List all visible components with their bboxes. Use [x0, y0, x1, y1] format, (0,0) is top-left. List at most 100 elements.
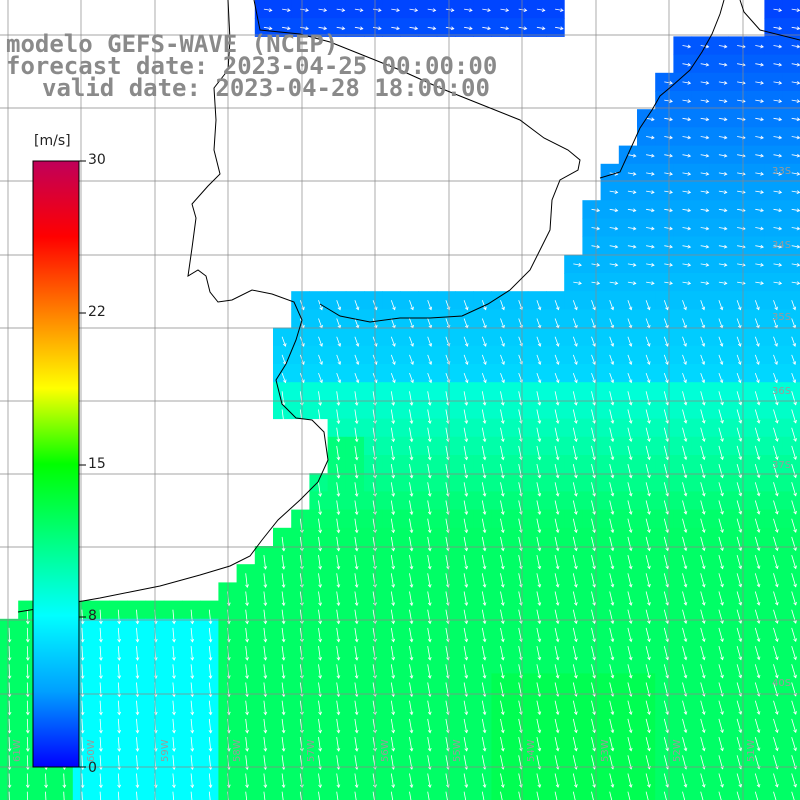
wind-arrowhead: [720, 529, 724, 533]
wind-arrow: [700, 700, 705, 715]
wind-arrow: [754, 372, 760, 383]
wind-arrow: [336, 318, 341, 329]
wind-arrow: [481, 372, 487, 383]
wind-arrowhead: [756, 343, 760, 347]
wind-arrowhead: [392, 343, 396, 347]
wind-arrow: [754, 700, 760, 715]
wind-arrowhead: [500, 584, 505, 588]
wind-arrow: [591, 227, 600, 230]
wind-arrowhead: [355, 379, 360, 384]
wind-arrow: [646, 245, 655, 248]
wind-arrow: [427, 627, 431, 642]
wind-arrowhead: [482, 693, 487, 698]
wind-arrow: [8, 682, 11, 697]
sea-cell: [273, 782, 292, 800]
wind-arrowhead: [592, 492, 596, 497]
wind-arrow: [682, 354, 687, 365]
wind-arrowhead: [318, 566, 322, 570]
wind-arrowhead: [665, 456, 670, 461]
wind-arrow: [427, 300, 432, 310]
wind-arrowhead: [25, 711, 30, 716]
wind-arrowhead: [555, 402, 560, 406]
wind-arrowhead: [756, 620, 761, 624]
wind-arrow: [718, 45, 727, 48]
wind-arrowhead: [647, 729, 651, 734]
wind-arrow: [463, 700, 468, 715]
wind-arrow: [754, 664, 760, 678]
wind-arrowhead: [701, 784, 706, 788]
wind-arrow: [627, 445, 632, 460]
wind-arrowhead: [592, 511, 596, 515]
sea-cell: [782, 728, 800, 747]
wind-arrow: [645, 409, 650, 424]
wind-arrow: [445, 773, 449, 788]
wind-arrow: [737, 208, 746, 212]
wind-arrow: [536, 427, 541, 442]
wind-arrowhead: [487, 8, 491, 12]
wind-arrow: [81, 737, 84, 752]
wind-arrow: [573, 281, 582, 284]
wind-arrowhead: [683, 729, 688, 734]
wind-arrow: [354, 737, 358, 752]
wind-arrow: [736, 536, 742, 551]
wind-arrow: [481, 773, 486, 788]
wind-arrowhead: [701, 747, 706, 752]
wind-arrowhead: [738, 638, 743, 643]
wind-arrow: [682, 391, 687, 405]
wind-arrowhead: [646, 379, 651, 384]
wind-arrowhead: [25, 766, 30, 771]
wind-arrow: [718, 463, 724, 478]
wind-arrow: [500, 536, 504, 551]
wind-arrow: [700, 99, 709, 102]
wind-arrowhead: [683, 401, 688, 406]
wind-arrowhead: [592, 343, 596, 347]
wind-arrow: [409, 664, 413, 679]
wind-arrowhead: [427, 784, 432, 789]
wind-arrowhead: [628, 361, 633, 366]
wind-arrowhead: [647, 747, 651, 752]
wind-arrow: [572, 318, 578, 329]
forecast-date: forecast date: 2023-04-25 00:00:00: [6, 52, 498, 80]
wind-arrow: [427, 700, 431, 715]
wind-arrowhead: [687, 117, 692, 122]
wind-arrowhead: [80, 675, 85, 680]
wind-arrow: [281, 773, 285, 788]
wind-arrow: [700, 245, 709, 248]
wind-arrow: [26, 609, 29, 624]
wind-arrow: [445, 26, 454, 30]
wind-arrowhead: [464, 602, 469, 607]
wind-arrowhead: [756, 401, 761, 406]
wind-arrowhead: [354, 784, 359, 789]
wind-arrowhead: [632, 281, 637, 285]
wind-arrowhead: [756, 306, 760, 311]
wind-arrow: [427, 646, 431, 660]
wind-arrowhead: [574, 361, 578, 366]
wind-arrowhead: [336, 729, 341, 734]
wind-arrowhead: [354, 620, 359, 625]
wind-arrow: [737, 154, 746, 157]
wind-arrowhead: [720, 620, 724, 624]
wind-arrow: [354, 718, 358, 733]
wind-arrowhead: [483, 361, 487, 366]
wind-arrowhead: [464, 784, 469, 789]
wind-arrowhead: [391, 493, 396, 497]
wind-arrow: [336, 518, 340, 533]
wind-arrowhead: [359, 26, 364, 31]
wind-arrowhead: [665, 729, 670, 734]
wind-arrow: [390, 664, 394, 679]
wind-arrowhead: [190, 657, 195, 661]
wind-arrowhead: [482, 620, 487, 625]
wind-arrowhead: [610, 620, 615, 625]
wind-arrowhead: [596, 281, 601, 285]
wind-arrowhead: [555, 306, 560, 311]
wind-arrowhead: [391, 711, 396, 716]
wind-arrowhead: [99, 730, 103, 734]
wind-arrow: [682, 208, 691, 212]
wind-arrow: [572, 718, 577, 733]
wind-arrowhead: [651, 263, 655, 267]
wind-arrowhead: [610, 438, 615, 443]
wind-arrow: [591, 573, 596, 588]
wind-arrowhead: [483, 306, 487, 311]
wind-arrow: [755, 117, 764, 121]
wind-arrow: [500, 354, 505, 365]
